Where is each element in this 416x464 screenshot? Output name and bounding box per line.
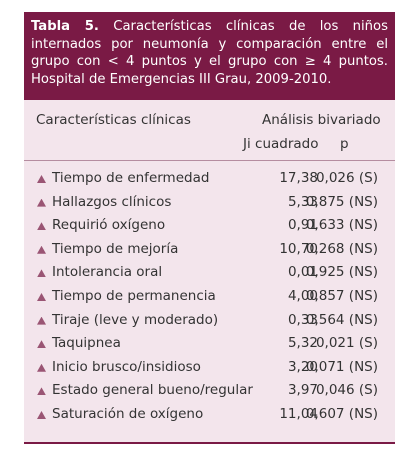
chi-value: 5,33	[287, 193, 318, 210]
bullet	[37, 411, 46, 419]
table: Características clínicas Análisis bivari…	[24, 100, 395, 444]
row-label: Requirió oxígeno	[52, 217, 166, 234]
row-label: Saturación de oxígeno	[52, 406, 204, 422]
p-value: 0,046 (S)	[315, 382, 378, 399]
col-header: p	[340, 136, 349, 152]
title-label: Tabla 5.	[31, 19, 99, 34]
p-value: 0,268 (NS)	[305, 240, 378, 257]
bullet	[37, 198, 46, 207]
table-title: Tabla 5. Características clínicas de los…	[24, 12, 395, 100]
bullet	[37, 245, 46, 254]
col-header: Ji cuadrado	[243, 136, 319, 152]
group-header: Análisis bivariado	[262, 112, 381, 128]
p-value: 0,564 (NS)	[305, 311, 378, 328]
row-label: Estado general bueno/regular	[52, 382, 253, 399]
chi-value: 5,32	[287, 335, 318, 352]
chi-value: 0,33	[287, 311, 318, 328]
title-text: Características clínicas de los niños in…	[31, 19, 388, 87]
bullet	[37, 316, 46, 325]
p-value: 0,071 (NS)	[305, 358, 378, 375]
row-label: Inicio brusco/insidioso	[52, 358, 201, 375]
row-label: Tiempo de enfermedad	[52, 170, 210, 186]
p-value: 0,925 (NS)	[305, 264, 378, 281]
p-value: 0,857 (NS)	[305, 288, 378, 304]
bullet	[37, 175, 46, 183]
chi-value: 0,01	[287, 264, 318, 281]
row-label: Intolerancia oral	[52, 264, 163, 281]
p-value: 0,875 (NS)	[305, 193, 378, 210]
bullet	[37, 293, 46, 301]
bullet	[37, 363, 46, 372]
row-label: Tiraje (leve y moderado)	[52, 311, 219, 328]
chi-value: 3,20	[287, 358, 318, 375]
p-value: 0,607 (NS)	[305, 406, 378, 422]
row-label: Hallazgos clínicos	[52, 193, 172, 210]
chi-value: 11,04	[279, 406, 318, 422]
separator	[24, 160, 395, 161]
bullet	[37, 387, 46, 396]
bullet	[37, 222, 46, 231]
chi-value: 4,00	[287, 288, 318, 304]
chi-value: 10,70	[279, 240, 318, 257]
col-header: Características clínicas	[36, 112, 191, 128]
row-label: Tiempo de mejoría	[52, 240, 179, 257]
bullet	[37, 269, 46, 278]
chi-value: 0,91	[287, 217, 318, 234]
p-value: 0,026 (S)	[315, 170, 378, 186]
row-label: Tiempo de permanencia	[52, 288, 216, 304]
chi-value: 17,38	[279, 170, 318, 186]
chi-value: 3,97	[287, 382, 318, 399]
p-value: 0,633 (NS)	[305, 217, 378, 234]
bullet	[37, 340, 46, 349]
row-label: Taquipnea	[52, 335, 121, 352]
p-value: 0,021 (S)	[315, 335, 378, 352]
